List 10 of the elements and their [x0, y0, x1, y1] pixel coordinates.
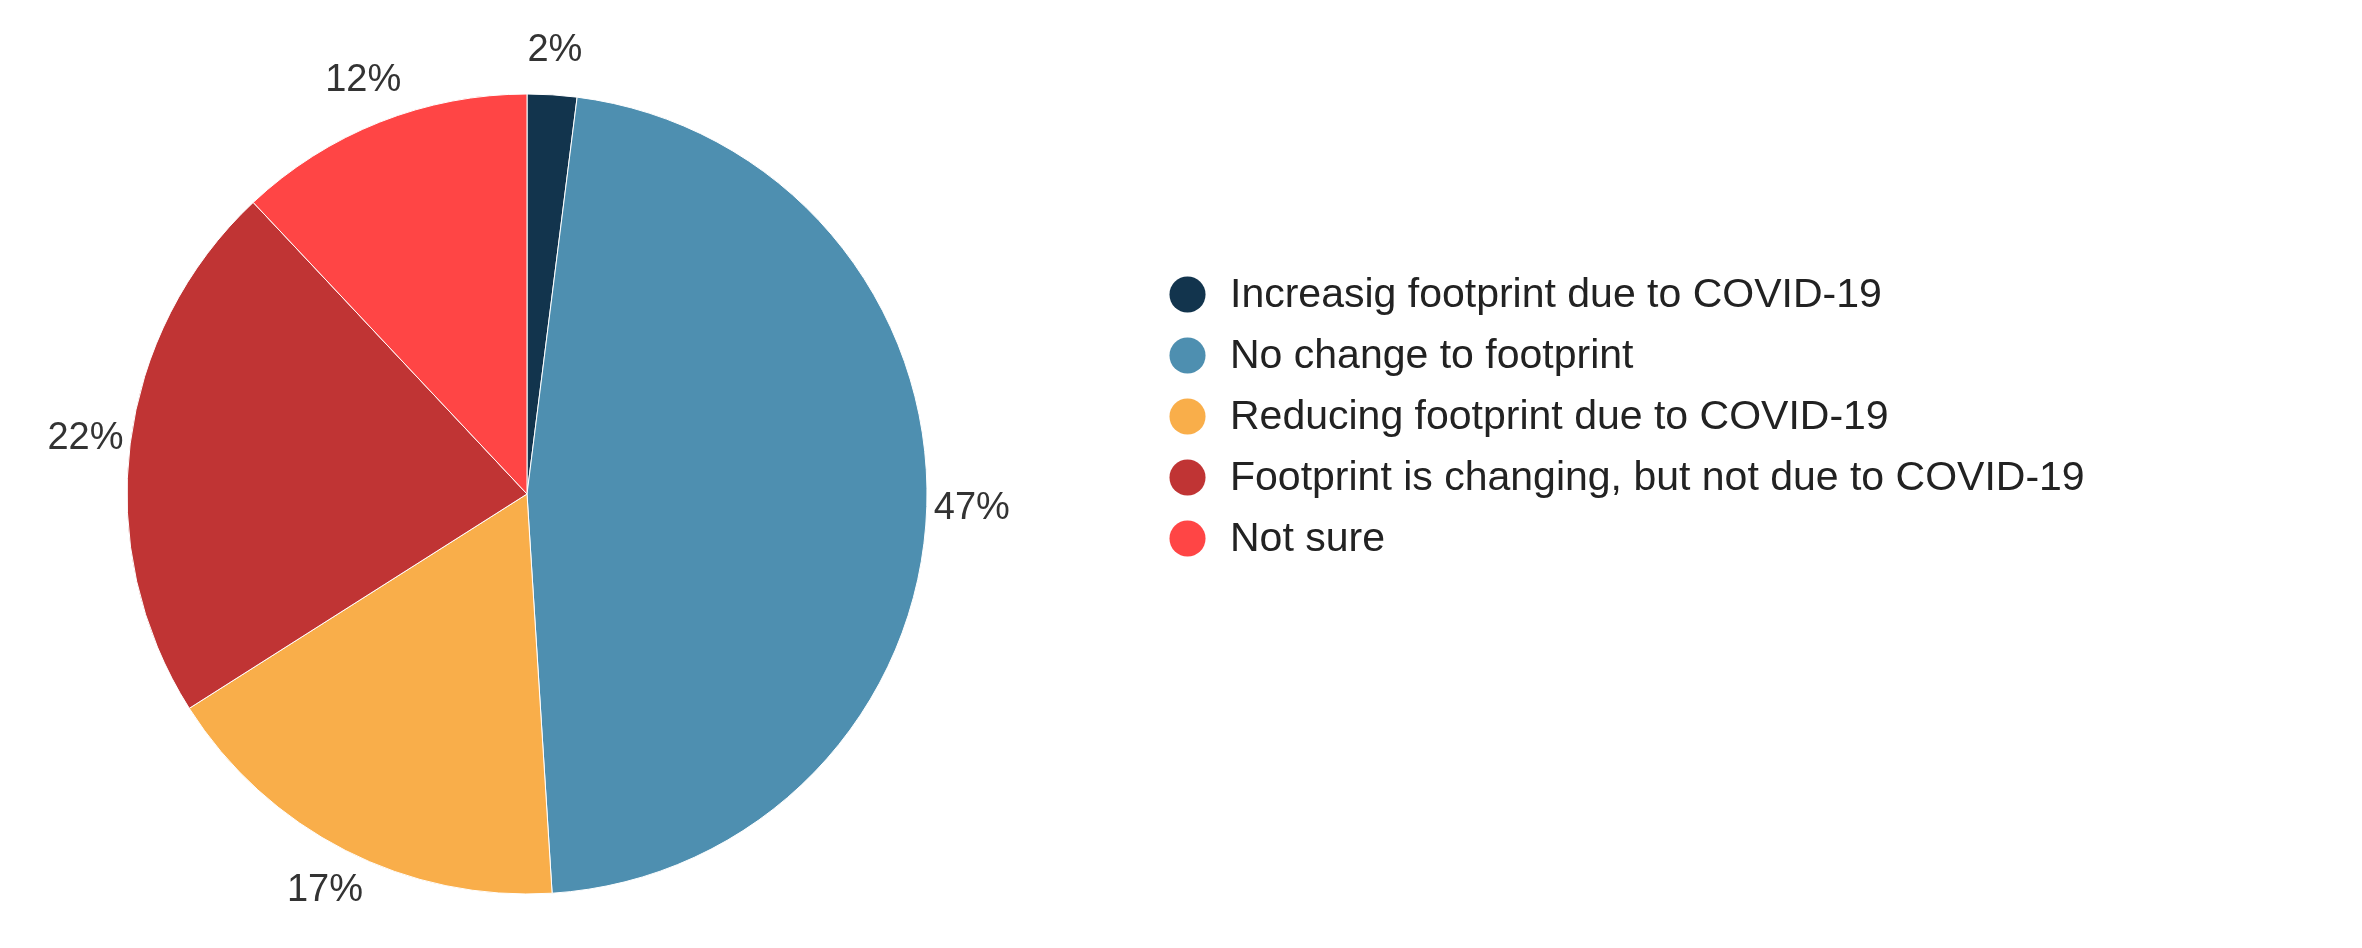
- legend-label: Increasig footprint due to COVID-19: [1230, 269, 1882, 316]
- data-label: 12%: [325, 57, 402, 100]
- legend-label: Reducing footprint due to COVID-19: [1230, 391, 1889, 438]
- data-label: 22%: [47, 415, 124, 458]
- legend-label: No change to footprint: [1230, 330, 1635, 377]
- data-label: 17%: [286, 867, 364, 910]
- legend-label: Not sure: [1230, 513, 1385, 560]
- data-label: 47%: [933, 484, 1010, 527]
- data-label: 2%: [527, 26, 583, 69]
- legend-label: Footprint is changing, but not due to COVID-19: [1230, 452, 2085, 499]
